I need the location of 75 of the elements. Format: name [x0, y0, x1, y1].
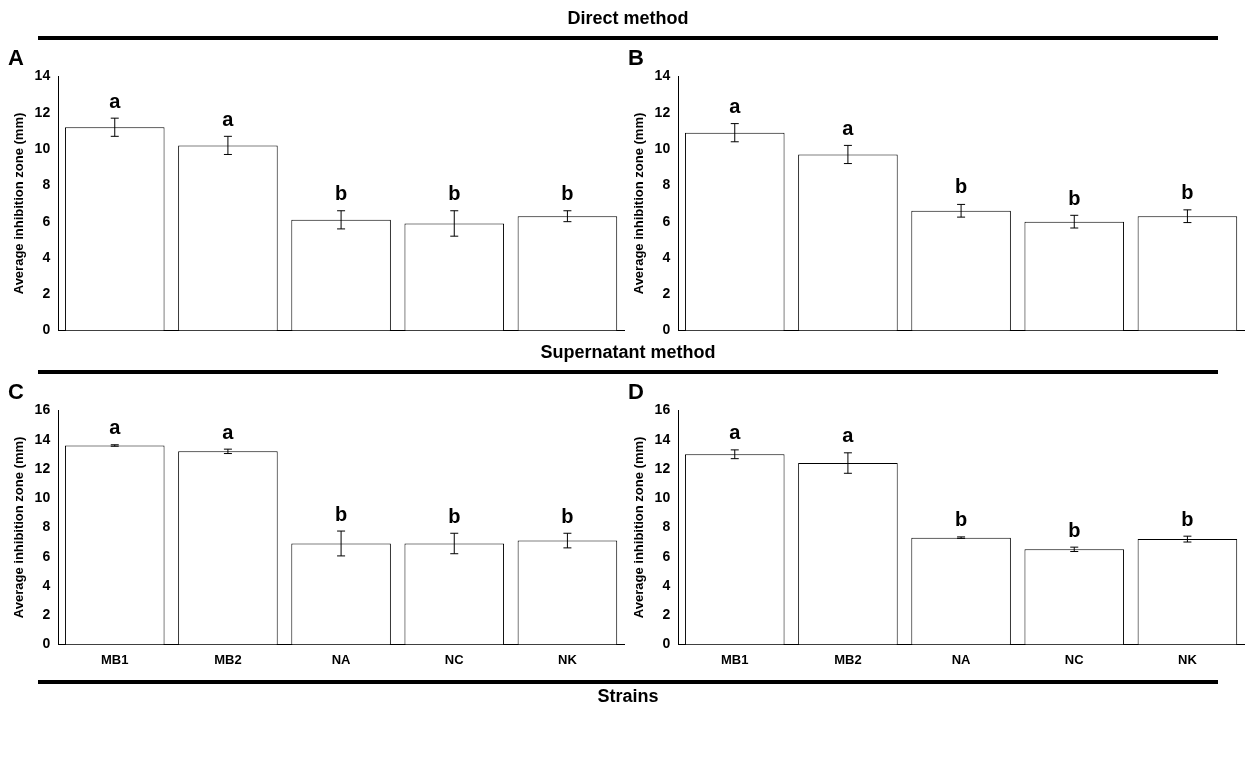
chart-title: D	[628, 379, 644, 405]
y-tick-label: 2	[662, 606, 671, 623]
y-tick-label: 2	[42, 606, 51, 623]
y-tick-label: 0	[662, 635, 671, 652]
x-tick-label: MB2	[834, 651, 862, 667]
chart-title: A	[8, 45, 24, 71]
annotation: a	[729, 95, 742, 118]
y-tick-label: 16	[654, 401, 671, 418]
y-tick-label: 8	[662, 518, 671, 535]
y-tick-label: 14	[654, 430, 671, 447]
x-tick-label: NK	[1178, 651, 1198, 667]
annotation: b	[561, 504, 574, 527]
annotation: b	[334, 502, 348, 525]
annotation: b	[448, 182, 461, 205]
annotation: b	[1181, 181, 1194, 204]
annotation: a	[109, 416, 122, 439]
annotation: a	[222, 420, 235, 443]
x-tick-label: MB1	[721, 651, 749, 667]
x-tick-label: NA	[331, 651, 352, 667]
annotation: a	[729, 421, 742, 444]
y-axis-title: Average inhibition zone (mm)	[631, 436, 647, 619]
y-tick-label: 8	[42, 518, 51, 535]
y-tick-label: 10	[34, 139, 51, 156]
annotation: b	[954, 175, 968, 198]
annotation: a	[842, 116, 855, 139]
y-tick-label: 6	[662, 212, 671, 229]
y-tick-label: 10	[654, 139, 671, 156]
y-tick-label: 2	[662, 285, 671, 302]
annotation: b	[448, 504, 461, 527]
y-tick-label: 6	[42, 212, 51, 229]
annotation: a	[109, 89, 122, 112]
annotation: b	[1068, 518, 1081, 541]
x-axis-title: Strains	[596, 686, 660, 708]
y-axis-title: Average inhibition zone (mm)	[11, 112, 27, 295]
y-tick-label: 12	[654, 459, 671, 476]
annotation: a	[842, 424, 855, 447]
y-tick-label: 2	[42, 285, 51, 302]
y-tick-label: 4	[662, 576, 671, 593]
x-tick-label: MB1	[101, 651, 129, 667]
annotation: b	[334, 182, 348, 205]
chart-title: B	[628, 45, 644, 71]
x-tick-label: NC	[444, 651, 465, 667]
y-tick-label: 12	[654, 103, 671, 120]
y-tick-label: 6	[42, 547, 51, 564]
chart-title: C	[8, 379, 24, 405]
y-tick-label: 14	[654, 67, 671, 84]
annotation: b	[954, 508, 968, 531]
annotation: b	[1181, 507, 1194, 530]
y-tick-label: 0	[42, 321, 51, 338]
y-tick-label: 4	[42, 248, 51, 265]
y-tick-label: 14	[34, 430, 51, 447]
x-tick-label: NK	[558, 651, 578, 667]
y-tick-label: 14	[34, 67, 51, 84]
y-axis-title: Average inhibition zone (mm)	[631, 112, 647, 295]
y-tick-label: 4	[42, 576, 51, 593]
y-tick-label: 12	[34, 103, 51, 120]
x-tick-label: NC	[1064, 651, 1085, 667]
chart-subtitle: Direct method	[566, 8, 690, 30]
annotation: b	[561, 182, 574, 205]
y-tick-label: 10	[34, 489, 51, 506]
y-tick-label: 4	[662, 248, 671, 265]
y-tick-label: 8	[42, 176, 51, 193]
x-tick-label: MB2	[214, 651, 242, 667]
y-tick-label: 6	[662, 547, 671, 564]
annotation: b	[1068, 186, 1081, 209]
y-tick-label: 0	[42, 635, 51, 652]
y-axis-title: Average inhibition zone (mm)	[11, 436, 27, 619]
annotation: a	[222, 107, 235, 130]
y-tick-label: 10	[654, 489, 671, 506]
y-tick-label: 12	[34, 459, 51, 476]
chart-subtitle: Supernatant method	[539, 342, 717, 364]
y-tick-label: 16	[34, 401, 51, 418]
y-tick-label: 0	[662, 321, 671, 338]
y-tick-label: 8	[662, 176, 671, 193]
x-tick-label: NA	[951, 651, 972, 667]
